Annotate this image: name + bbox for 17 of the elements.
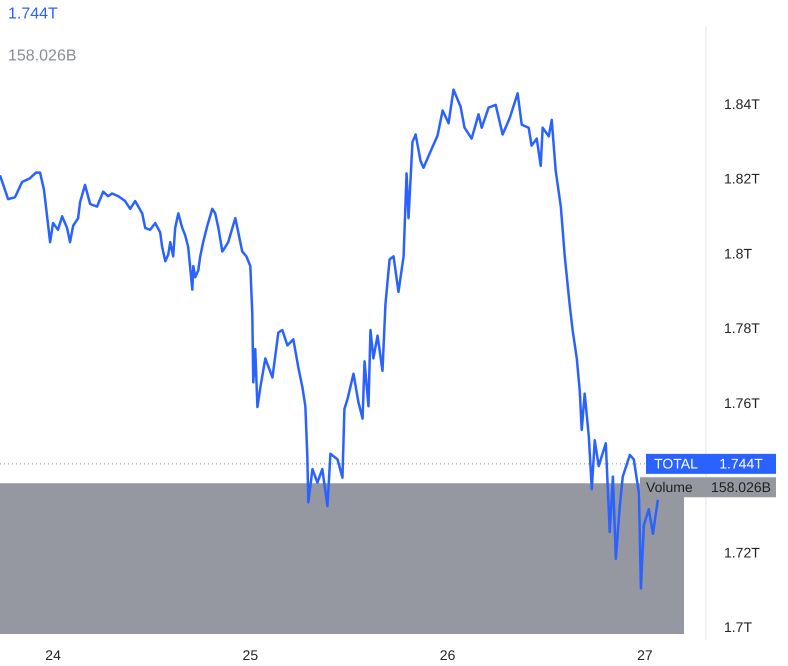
band-label: Volume [646,479,693,496]
y-tick-label: 1.76T [724,394,760,411]
y-tick-label: 1.84T [724,96,760,112]
text: 1.744T [719,456,764,472]
x-tick-label: 24 [45,646,62,663]
x-tick-label: 27 [637,646,653,663]
y-tick-label: 1.72T [724,544,760,560]
ref-line-label: TOTAL [654,456,698,472]
annotation: 158.026B [8,47,77,64]
y-tick-label: 1.8T [724,245,752,262]
y-tick-label: 1.78T [724,320,760,336]
text: 158.026B [711,479,771,496]
y-tick-label: 1.82T [724,170,760,187]
text: 1.744T [8,5,58,22]
x-tick-label: 25 [242,646,258,663]
x-tick-label: 26 [440,646,456,663]
y-tick-label: 1.7T [724,619,752,636]
